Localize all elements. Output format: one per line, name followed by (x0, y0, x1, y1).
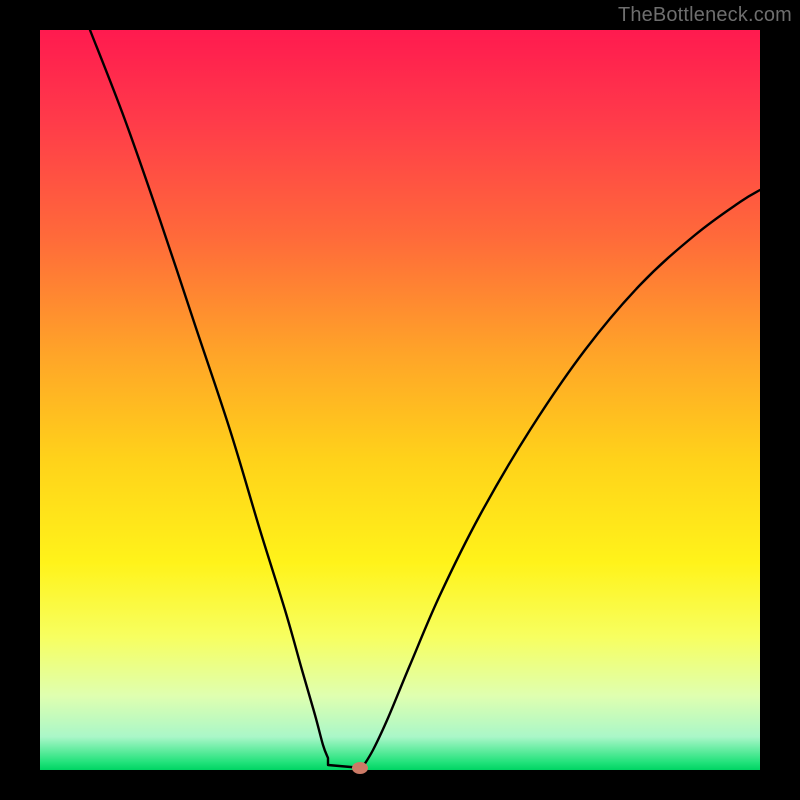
optimum-marker (352, 762, 368, 774)
plot-background (40, 30, 760, 770)
watermark-text: TheBottleneck.com (618, 4, 792, 27)
chart-container: TheBottleneck.com (0, 0, 800, 800)
bottleneck-chart (0, 0, 800, 800)
